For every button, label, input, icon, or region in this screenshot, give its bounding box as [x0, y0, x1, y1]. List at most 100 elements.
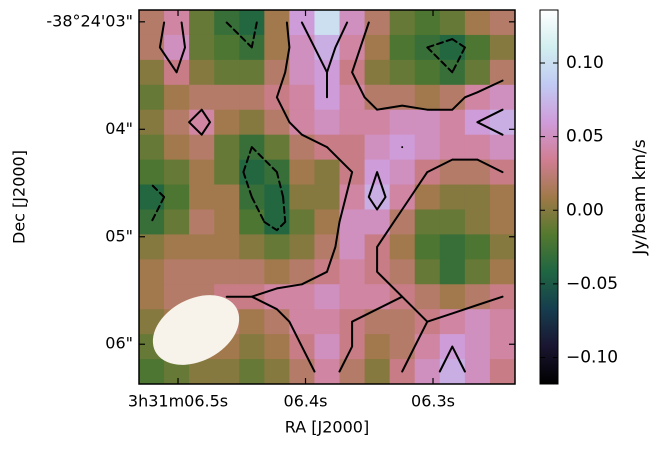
cell: [289, 84, 315, 111]
cell: [439, 209, 466, 235]
cell: [464, 184, 491, 210]
cell: [264, 10, 290, 36]
cell: [364, 59, 391, 86]
cell: [389, 159, 416, 186]
colorbar-tick-label: 0.10: [566, 53, 604, 73]
cell: [339, 134, 366, 161]
cell: [289, 209, 315, 235]
cell: [189, 184, 215, 210]
cell: [239, 59, 265, 86]
cell: [139, 259, 165, 285]
cell: [489, 334, 515, 360]
cell: [264, 359, 290, 384]
cell: [339, 209, 366, 235]
cell: [139, 284, 165, 310]
cell: [389, 109, 416, 136]
cell: [214, 234, 240, 260]
y-tick-label: 04": [105, 119, 133, 138]
cell: [389, 309, 416, 335]
cell: [289, 59, 315, 86]
cell: [464, 334, 491, 360]
cell: [389, 334, 416, 360]
cell: [164, 10, 190, 36]
cell: [239, 259, 265, 285]
cell: [364, 209, 391, 235]
cell: [314, 184, 341, 210]
cell: [139, 10, 165, 36]
colorbar-label: Jy/beam km/s: [630, 139, 650, 256]
cell: [264, 309, 290, 335]
cell: [289, 234, 315, 260]
colorbar: [539, 9, 559, 385]
cell: [189, 259, 215, 285]
cell: [389, 259, 416, 285]
cell: [164, 184, 190, 210]
y-label: Dec [J2000]: [10, 150, 29, 244]
cell: [314, 109, 341, 136]
colorbar-tick-label: −0.10: [566, 347, 618, 367]
cell: [464, 10, 491, 36]
cell: [314, 334, 341, 360]
cell: [314, 159, 341, 186]
cell: [164, 109, 190, 136]
cell: [189, 10, 215, 36]
y-tick-label: 05": [105, 226, 133, 245]
cell: [289, 184, 315, 210]
cell: [314, 10, 341, 36]
cell: [139, 184, 165, 210]
cell: [264, 234, 290, 260]
cell: [214, 134, 240, 161]
cell: [214, 84, 240, 111]
cell: [139, 359, 165, 384]
cell: [464, 134, 491, 161]
cell: [464, 359, 491, 384]
cell: [414, 59, 441, 86]
cell: [189, 209, 215, 235]
cell: [464, 209, 491, 235]
beam: [152, 295, 240, 365]
x-label: RA [J2000]: [285, 418, 369, 437]
axes-frame: [138, 9, 516, 385]
y-tick-label: -38°24'03": [46, 11, 133, 30]
cell: [414, 10, 441, 36]
cell: [489, 134, 515, 161]
cell: [389, 34, 416, 61]
x-tick-label: 06.3s: [411, 392, 455, 411]
cell: [289, 159, 315, 186]
cell: [139, 159, 165, 186]
cell: [389, 10, 416, 36]
cell: [239, 209, 265, 235]
cell: [214, 34, 240, 61]
cell: [264, 334, 290, 360]
cell: [439, 259, 466, 285]
cell: [339, 259, 366, 285]
cell: [314, 284, 341, 310]
cell: [239, 309, 265, 335]
cell: [264, 134, 290, 161]
cell: [489, 234, 515, 260]
cell: [389, 59, 416, 86]
cell: [139, 234, 165, 260]
cell: [489, 259, 515, 285]
colorbar-tick-label: 0.05: [566, 127, 604, 147]
cell: [364, 84, 391, 111]
cell: [364, 134, 391, 161]
cell: [489, 34, 515, 61]
cell: [189, 134, 215, 161]
cell: [489, 359, 515, 384]
cell: [264, 34, 290, 61]
cell: [139, 209, 165, 235]
cell: [214, 259, 240, 285]
cell: [189, 159, 215, 186]
cell: [439, 10, 466, 36]
cell: [214, 209, 240, 235]
cell: [239, 10, 265, 36]
cell: [164, 234, 190, 260]
cell: [414, 234, 441, 260]
cell: [339, 109, 366, 136]
cell: [289, 109, 315, 136]
cell: [214, 359, 240, 384]
cell: [464, 59, 491, 86]
